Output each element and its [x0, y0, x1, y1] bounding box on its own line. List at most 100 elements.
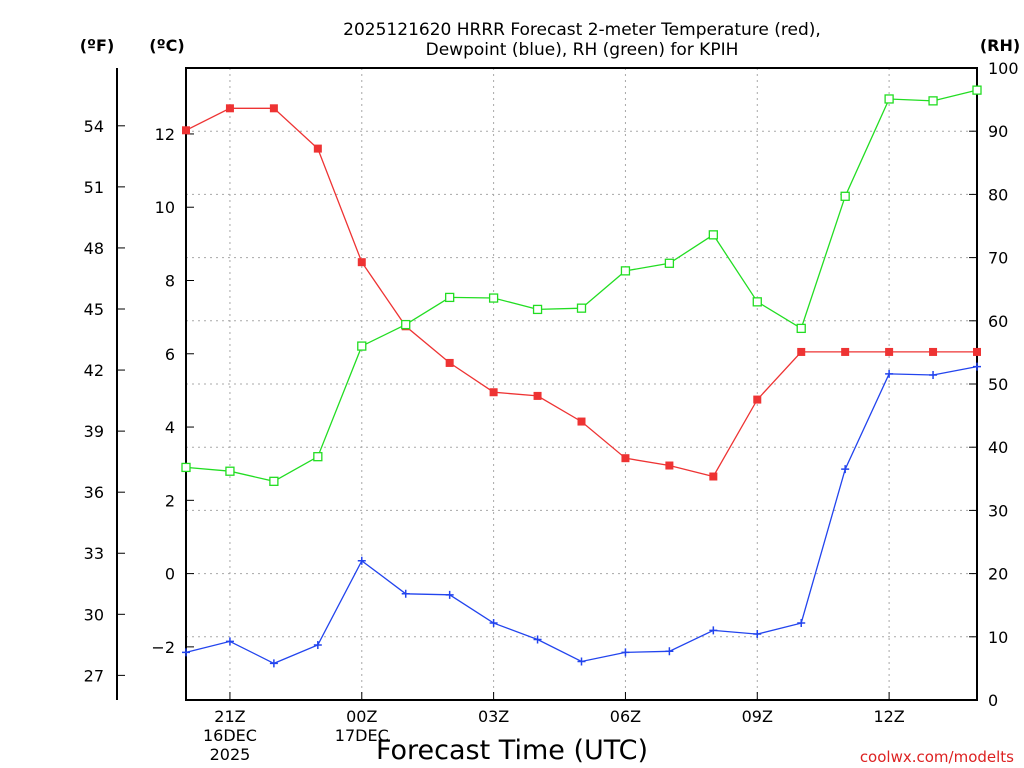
data-point-temperature [445, 358, 454, 367]
data-point-rh [620, 266, 631, 276]
rh-tick-label: 40 [988, 438, 1008, 457]
x-tick-label: 00Z [346, 707, 377, 726]
rh-tick-label: 60 [988, 312, 1008, 331]
rh-tick-label: 0 [988, 691, 998, 710]
fahrenheit-tick-label: 33 [84, 544, 104, 563]
data-point-dewpoint [797, 619, 806, 628]
x-tick-label: 12Z [873, 707, 904, 726]
x-tick-label: 21Z [214, 707, 245, 726]
x-tick-label: 09Z [742, 707, 773, 726]
x-axis-title: Forecast Time (UTC) [376, 735, 648, 766]
fahrenheit-tick-label: 39 [84, 422, 104, 441]
rh-tick-label: 100 [988, 59, 1019, 78]
data-point-rh [313, 452, 323, 462]
data-point-dewpoint [665, 647, 674, 656]
credit-link[interactable]: coolwx.com/modelts [860, 748, 1014, 766]
data-point-dewpoint [621, 648, 630, 657]
series [181, 85, 982, 668]
x-tick-label: 17DEC [335, 726, 389, 745]
data-point-temperature [357, 258, 366, 267]
data-point-rh [269, 476, 279, 486]
data-point-temperature [533, 391, 542, 400]
data-point-rh [664, 258, 675, 268]
rh-unit-label: (RH) [980, 36, 1020, 55]
rh-tick-label: 70 [988, 249, 1008, 268]
data-point-rh [401, 319, 411, 330]
celsius-tick-label: 10 [155, 198, 175, 217]
fahrenheit-tick-label: 48 [84, 239, 104, 258]
fahrenheit-tick-label: 54 [84, 117, 104, 136]
series-line [185, 365, 978, 665]
grid [186, 68, 977, 700]
celsius-tick-label: 0 [165, 565, 175, 584]
data-point-rh [796, 323, 806, 334]
data-point-rh [752, 297, 762, 307]
fahrenheit-tick-label: 36 [84, 483, 104, 502]
rh-tick-label: 20 [988, 565, 1008, 584]
data-point-rh [576, 303, 587, 313]
celsius-unit-label: (ºC) [149, 36, 184, 55]
celsius-tick-label: 6 [165, 345, 175, 364]
data-point-temperature [753, 395, 762, 404]
data-point-dewpoint [445, 590, 454, 599]
data-point-dewpoint [577, 657, 586, 666]
data-point-rh [884, 94, 894, 104]
chart-title-line-1: 2025121620 HRRR Forecast 2-meter Tempera… [343, 20, 821, 40]
axes: 27 30 33 36 39 42 45 48 51 54 −2 0 2 4 6 8 10 12 0 10 20 30 40… [84, 59, 1019, 764]
fahrenheit-tick-label: 27 [84, 666, 104, 685]
rh-tick-label: 10 [988, 628, 1008, 647]
data-point-dewpoint [885, 369, 894, 378]
data-point-dewpoint [182, 648, 190, 657]
data-point-temperature [621, 454, 630, 463]
data-point-temperature [225, 104, 234, 113]
fahrenheit-tick-label: 30 [84, 605, 104, 624]
data-point-dewpoint [841, 465, 850, 474]
rh-tick-label: 30 [988, 501, 1008, 520]
x-tick-label: 2025 [210, 745, 251, 764]
rh-tick-label: 50 [988, 375, 1008, 394]
data-point-temperature [929, 347, 938, 356]
data-point-temperature [973, 347, 981, 356]
data-point-temperature [797, 347, 806, 356]
data-point-rh [225, 466, 235, 476]
data-point-rh [840, 191, 850, 201]
chart-title-line-2: Dewpoint (blue), RH (green) for KPIH [426, 40, 739, 60]
data-point-temperature [269, 104, 278, 113]
data-point-dewpoint [709, 626, 718, 635]
data-point-temperature [665, 461, 674, 470]
data-point-dewpoint [929, 371, 938, 380]
data-point-dewpoint [973, 362, 981, 371]
data-point-temperature [885, 347, 894, 356]
data-point-rh [181, 462, 191, 473]
data-point-dewpoint [753, 630, 762, 639]
x-tick-label: 16DEC [203, 726, 257, 745]
rh-tick-label: 80 [988, 185, 1008, 204]
x-tick-label: 06Z [610, 707, 641, 726]
data-point-rh [532, 304, 543, 315]
data-point-rh [488, 293, 499, 303]
celsius-tick-label: 4 [165, 418, 175, 437]
data-point-rh [708, 230, 718, 240]
data-point-temperature [313, 144, 322, 153]
data-point-dewpoint [225, 637, 234, 646]
data-point-temperature [841, 347, 850, 356]
data-point-dewpoint [401, 589, 410, 598]
fahrenheit-tick-label: 45 [84, 300, 104, 319]
celsius-tick-label: 8 [165, 271, 175, 290]
data-point-dewpoint [357, 556, 366, 565]
celsius-tick-label: 2 [165, 491, 175, 510]
fahrenheit-tick-label: 42 [84, 361, 104, 380]
data-point-rh [357, 341, 367, 351]
data-point-dewpoint [489, 619, 498, 628]
data-point-temperature [182, 126, 190, 135]
data-point-rh [972, 85, 982, 95]
fahrenheit-unit-label: (ºF) [80, 36, 115, 55]
data-point-rh [445, 292, 455, 303]
celsius-tick-label: −2 [151, 638, 175, 657]
rh-tick-label: 90 [988, 122, 1008, 141]
data-point-dewpoint [313, 641, 322, 650]
data-point-dewpoint [269, 659, 278, 668]
data-point-temperature [709, 472, 718, 481]
